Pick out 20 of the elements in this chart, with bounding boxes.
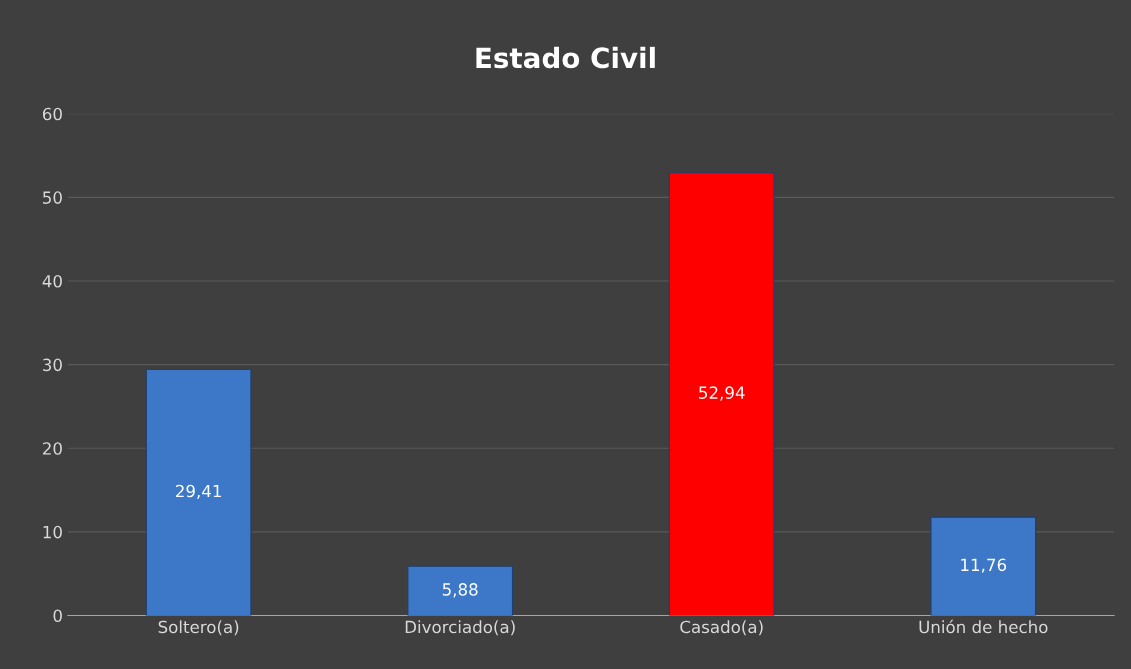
y-tick-label: 60: [42, 107, 62, 121]
y-tick-label: 30: [43, 358, 62, 372]
bar: [930, 516, 1037, 616]
bar: [407, 565, 514, 616]
y-tick-label: 10: [43, 525, 62, 539]
y-tick-label: 20: [43, 442, 62, 455]
x-tick-label: Soltero(a): [158, 620, 239, 636]
x-tick-label: Unión de hecho: [919, 619, 1048, 634]
data-label: 29,41: [176, 484, 221, 500]
x-tick-label: Divorciado(a): [405, 620, 515, 636]
y-tick-label: 40: [42, 274, 62, 288]
y-tick-label: 50: [43, 191, 62, 204]
x-tick-label: Casado(a): [680, 620, 763, 636]
chart-title: Estado Civil: [476, 46, 655, 69]
bar: [145, 368, 252, 616]
bar: [668, 172, 775, 616]
data-label: 52,94: [699, 386, 745, 401]
data-label: 11,76: [961, 558, 1007, 573]
data-label: 5,88: [442, 583, 478, 598]
y-tick-label: 0: [53, 609, 62, 623]
